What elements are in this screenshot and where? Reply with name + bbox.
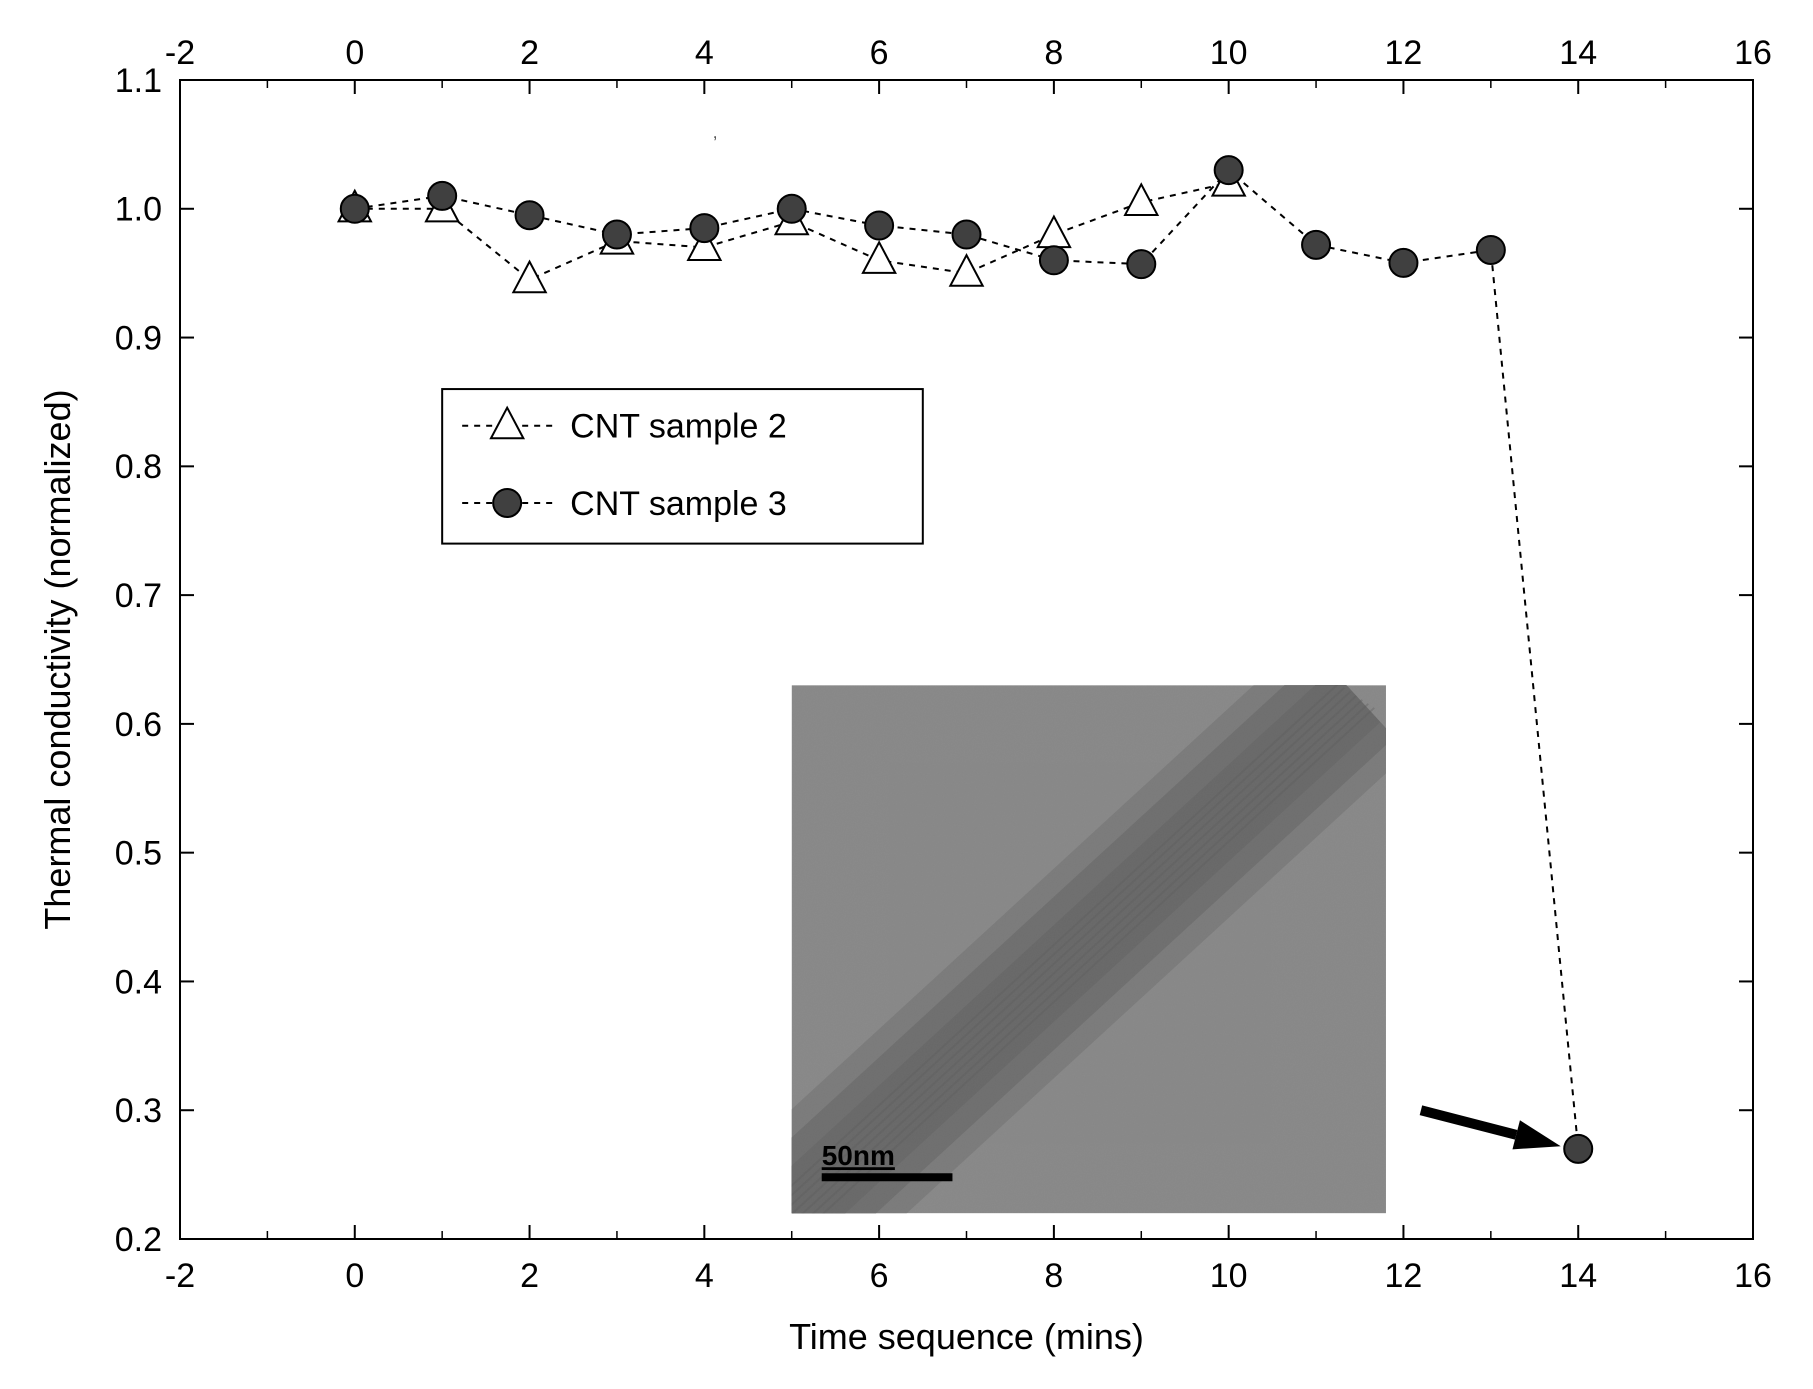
x-tick-label-top: 10 [1210, 34, 1248, 72]
legend-label: CNT sample 3 [570, 485, 787, 523]
y-tick-label: 0.6 [115, 706, 162, 744]
y-tick-label: 0.2 [115, 1221, 162, 1259]
x-tick-label: 8 [1044, 1257, 1063, 1295]
x-tick-label-top: 8 [1044, 34, 1063, 72]
y-tick-label: 0.4 [115, 963, 162, 1001]
marker-circle [1389, 249, 1417, 277]
x-tick-label-top: 14 [1559, 34, 1597, 72]
legend-label: CNT sample 2 [570, 408, 787, 446]
marker-circle [778, 195, 806, 223]
marker-circle [690, 214, 718, 242]
y-tick-label: 0.7 [115, 577, 162, 615]
x-tick-label: 10 [1210, 1257, 1248, 1295]
y-tick-label: 0.9 [115, 319, 162, 357]
x-tick-label-top: 12 [1385, 34, 1423, 72]
chart-container: -2 -2 0 0 2 2 4 4 6 6 8 8 10 10 12 12 14 14 16 16 0.2 0.3 0.4 0… [0, 0, 1813, 1389]
x-tick-label: -2 [165, 1257, 195, 1295]
scale-bar-label: 50nm [822, 1140, 895, 1171]
x-tick-label-top: 4 [695, 34, 714, 72]
x-tick-label: 16 [1734, 1257, 1772, 1295]
x-tick-label: 4 [695, 1257, 714, 1295]
marker-circle [516, 201, 544, 229]
marker-circle [428, 182, 456, 210]
marker-circle [865, 212, 893, 240]
x-tick-label-top: 16 [1734, 34, 1772, 72]
x-tick-label: 2 [520, 1257, 539, 1295]
inset-micrograph: 50nm [764, 684, 1386, 1235]
x-tick-label: 0 [345, 1257, 364, 1295]
marker-circle [341, 195, 369, 223]
marker-circle [953, 221, 981, 249]
marker-circle [1564, 1135, 1592, 1163]
marker-circle [1040, 246, 1068, 274]
marker-circle [1215, 156, 1243, 184]
y-tick-label: 1.0 [115, 191, 162, 229]
x-tick-label-top: 0 [345, 34, 364, 72]
marker-circle [1302, 231, 1330, 259]
marker-circle [603, 221, 631, 249]
chart-svg: -2 -2 0 0 2 2 4 4 6 6 8 8 10 10 12 12 14 14 16 16 0.2 0.3 0.4 0… [0, 0, 1813, 1389]
marker-circle [1477, 236, 1505, 264]
x-tick-label: 14 [1559, 1257, 1597, 1295]
y-tick-label: 0.8 [115, 448, 162, 486]
x-axis-label: Time sequence (mins) [789, 1316, 1144, 1357]
y-tick-label: 0.3 [115, 1092, 162, 1130]
x-tick-label-top: 6 [870, 34, 889, 72]
y-tick-label: 0.5 [115, 835, 162, 873]
y-axis-label: Thermal conductivity (normalized) [37, 389, 78, 929]
x-tick-label-top: -2 [165, 34, 195, 72]
y-tick-label: 1.1 [115, 62, 162, 100]
x-tick-label-top: 2 [520, 34, 539, 72]
x-tick-label: 6 [870, 1257, 889, 1295]
svg-text:‚: ‚ [713, 122, 717, 142]
marker-circle [1127, 250, 1155, 278]
x-tick-label: 12 [1385, 1257, 1423, 1295]
